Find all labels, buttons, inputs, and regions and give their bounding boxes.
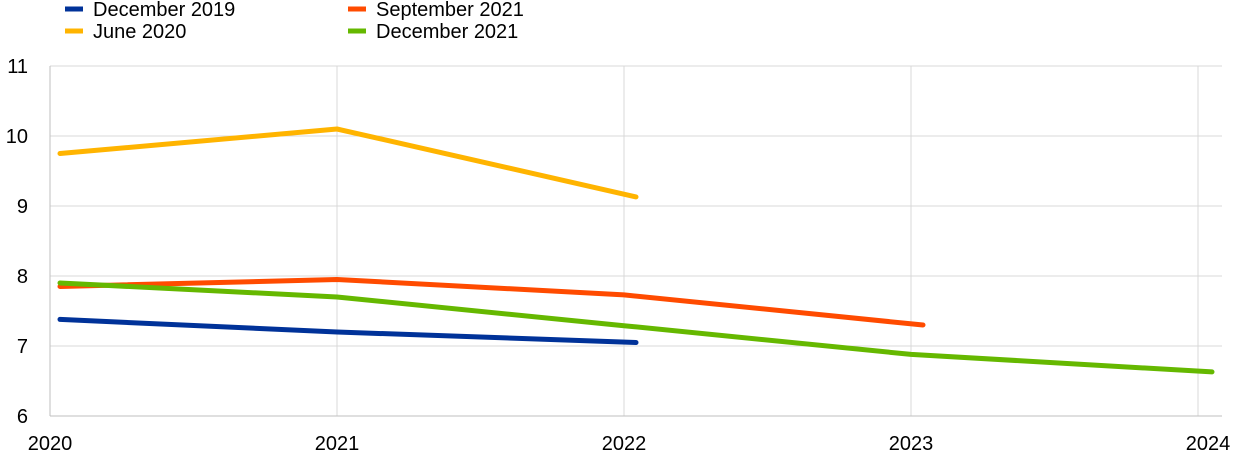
y-tick-label: 6 — [17, 406, 28, 428]
series-lines — [57, 126, 1215, 375]
legend-label: December 2019 — [93, 0, 235, 21]
series-line — [57, 280, 1215, 375]
y-tick-label: 10 — [6, 126, 28, 148]
y-tick-label: 7 — [17, 336, 28, 358]
x-tick-label: 2021 — [315, 433, 360, 455]
series-line — [57, 277, 926, 328]
y-tick-label: 9 — [17, 196, 28, 218]
x-tick-label: 2023 — [889, 433, 934, 455]
series-line — [57, 126, 639, 200]
series-line — [57, 316, 639, 345]
y-tick-label: 11 — [7, 56, 28, 78]
x-tick-label: 2024 — [1186, 433, 1231, 455]
axes: 6 7 8 9 10 11 2020 2021 2022 2023 2024 — [6, 56, 1231, 455]
legend-label: June 2020 — [93, 21, 186, 43]
x-tick-label: 2022 — [602, 433, 647, 455]
legend-label: December 2021 — [376, 21, 518, 43]
x-tick-label: 2020 — [28, 433, 73, 455]
legend-label: September 2021 — [376, 0, 524, 21]
y-tick-label: 8 — [17, 266, 28, 288]
